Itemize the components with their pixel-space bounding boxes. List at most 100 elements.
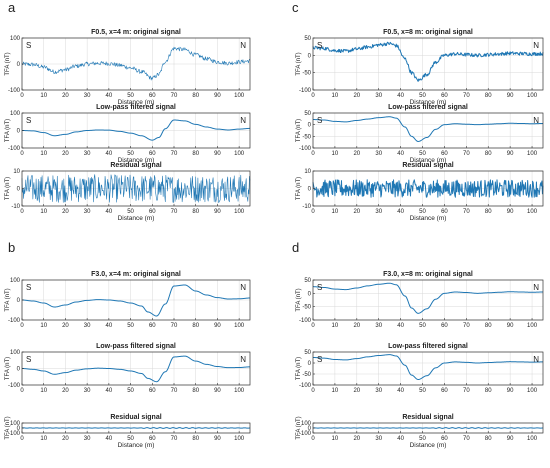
y-axis-label: TFA (nT) (5, 119, 11, 142)
x-tick-label: 0 (20, 388, 24, 394)
x-tick-label: 20 (62, 151, 69, 157)
x-tick-label: 60 (149, 151, 156, 157)
y-tick-label: 100 (301, 421, 312, 427)
x-tick-label: 60 (149, 93, 156, 99)
y-tick-label: -100 (299, 383, 312, 389)
y-axis-label: TFA (nT) (5, 357, 11, 380)
axes-box (312, 112, 544, 149)
y-tick-label: -50 (302, 305, 311, 311)
x-tick-label: 10 (40, 436, 47, 442)
y-axis-label: TFA (nT) (5, 177, 11, 200)
y-tick-label: -100 (299, 88, 312, 94)
x-tick-label: 70 (171, 93, 178, 99)
x-tick-label: 0 (311, 388, 315, 394)
corner-label-south: S (26, 283, 31, 292)
y-tick-label: 0 (308, 53, 312, 59)
x-tick-label: 90 (214, 209, 221, 215)
subplot-title: F0.5, x=8 m: original signal (383, 29, 473, 36)
x-tick-label: 0 (20, 323, 24, 329)
y-tick-label: 0 (17, 129, 21, 135)
series-line (22, 119, 250, 141)
x-tick-label: 30 (84, 209, 91, 215)
subplot-title: Low-pass filtered signal (96, 343, 176, 350)
y-tick-label: 0 (17, 62, 21, 68)
x-tick-label: 40 (397, 151, 404, 157)
x-tick-label: 20 (62, 436, 69, 442)
corner-label-south: S (26, 355, 31, 364)
x-tick-label: 60 (149, 436, 156, 442)
x-tick-label: 40 (397, 436, 404, 442)
y-tick-label: 50 (304, 36, 311, 42)
x-tick-label: 0 (20, 93, 24, 99)
x-tick-label: 70 (171, 388, 178, 394)
series-line (21, 174, 251, 203)
x-tick-label: 70 (171, 151, 178, 157)
x-tick-label: 50 (127, 93, 134, 99)
x-tick-label: 50 (127, 151, 134, 157)
x-tick-label: 60 (441, 93, 448, 99)
x-tick-label: 0 (311, 436, 315, 442)
x-tick-label: 50 (419, 323, 426, 329)
x-tick-label: 100 (234, 323, 245, 329)
series-line (21, 46, 251, 81)
x-tick-label: 10 (40, 209, 47, 215)
y-tick-label: -100 (8, 383, 21, 389)
x-tick-label: 0 (311, 151, 315, 157)
x-tick-label: 100 (527, 209, 538, 215)
corner-label-north: N (240, 41, 246, 50)
axes-box (312, 37, 544, 91)
panel-letter-d: d (292, 240, 299, 255)
y-tick-label: -100 (8, 146, 21, 152)
series-line (21, 355, 250, 383)
x-tick-label: 100 (527, 151, 538, 157)
x-tick-label: 90 (214, 323, 221, 329)
y-tick-label: 100 (10, 278, 21, 284)
y-tick-label: 50 (304, 278, 311, 284)
y-tick-label: -50 (302, 372, 311, 378)
y-tick-label: 100 (10, 421, 21, 427)
panel-letter-b: b (8, 240, 15, 255)
x-tick-label: 100 (234, 388, 245, 394)
x-tick-label: 30 (84, 151, 91, 157)
x-tick-label: 30 (375, 209, 382, 215)
y-tick-label: 0 (308, 291, 312, 297)
x-tick-label: 30 (375, 388, 382, 394)
x-tick-label: 0 (20, 151, 24, 157)
x-tick-label: 10 (332, 151, 339, 157)
x-tick-label: 60 (441, 436, 448, 442)
x-tick-label: 40 (397, 93, 404, 99)
x-tick-label: 30 (375, 436, 382, 442)
x-tick-label: 50 (419, 436, 426, 442)
y-tick-label: 0 (17, 367, 21, 373)
x-tick-label: 80 (485, 151, 492, 157)
x-tick-label: 90 (507, 388, 514, 394)
x-tick-label: 60 (441, 388, 448, 394)
x-tick-label: 80 (485, 323, 492, 329)
corner-label-north: N (240, 355, 246, 364)
x-axis-label: Distance (m) (118, 157, 155, 164)
y-tick-label: -100 (8, 318, 21, 324)
series-line (312, 41, 544, 82)
series-line (312, 116, 543, 142)
x-tick-label: 10 (332, 93, 339, 99)
subplot-title: Low-pass filtered signal (96, 104, 176, 111)
x-tick-label: 30 (84, 388, 91, 394)
corner-label-north: N (533, 283, 539, 292)
x-axis-label: Distance (m) (410, 99, 447, 106)
x-tick-label: 20 (62, 323, 69, 329)
y-tick-label: -100 (299, 146, 312, 152)
y-tick-label: 0 (308, 426, 312, 432)
x-tick-label: 30 (375, 323, 382, 329)
panel-letter-c: c (292, 0, 299, 15)
x-tick-label: 50 (419, 151, 426, 157)
x-axis-label: Distance (m) (410, 157, 447, 164)
y-axis-label: TFA (nT) (5, 288, 11, 311)
x-tick-label: 100 (234, 436, 245, 442)
x-tick-label: 80 (192, 93, 199, 99)
x-tick-label: 100 (527, 388, 538, 394)
x-tick-label: 60 (149, 209, 156, 215)
y-tick-label: -50 (302, 71, 311, 77)
y-tick-label: 50 (304, 111, 311, 117)
x-tick-label: 0 (311, 209, 315, 215)
